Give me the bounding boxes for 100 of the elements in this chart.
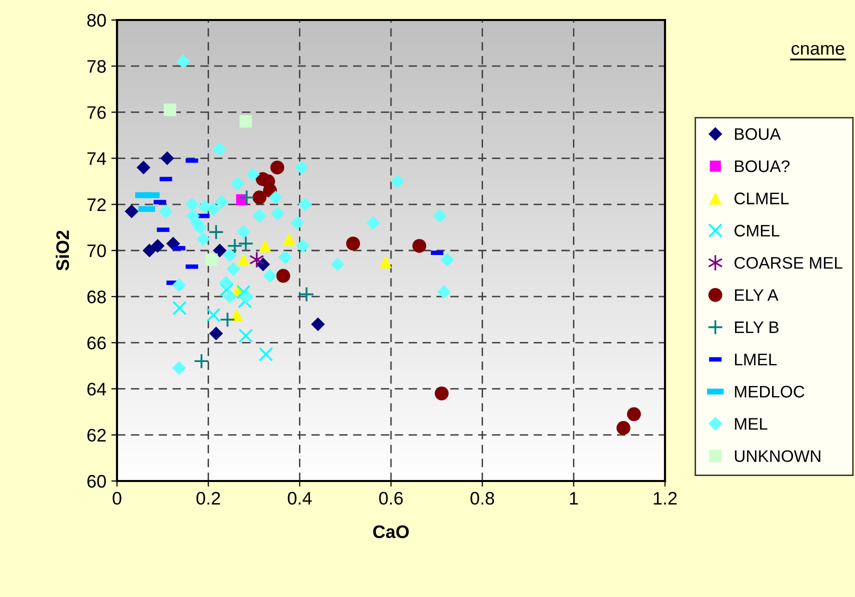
y-axis-title: SiO2	[56, 230, 70, 271]
point	[206, 202, 220, 216]
point	[379, 256, 392, 268]
y-tick-label: 64	[87, 382, 106, 396]
point	[278, 250, 292, 264]
point	[238, 294, 252, 308]
point	[276, 268, 290, 283]
point	[176, 54, 190, 68]
point	[263, 268, 277, 283]
point	[236, 284, 251, 300]
point	[230, 176, 244, 191]
y-tick-label: 62	[87, 428, 106, 442]
legend-label: UNKNOWN	[734, 450, 820, 462]
point	[124, 204, 138, 218]
point	[268, 190, 282, 204]
x-tick-label: 1.2	[654, 492, 677, 504]
point	[240, 290, 254, 304]
y-tick-label: 60	[87, 474, 106, 488]
legend-label: BOUA	[735, 128, 781, 140]
point	[185, 198, 199, 212]
point	[237, 253, 250, 266]
y-tick-label: 68	[87, 290, 106, 304]
point	[440, 252, 454, 267]
point	[208, 224, 224, 240]
point	[212, 244, 227, 258]
y-tick-label: 74	[87, 152, 106, 165]
point	[432, 209, 447, 223]
point	[390, 174, 404, 188]
point	[616, 421, 630, 435]
point	[270, 160, 284, 174]
point	[222, 290, 237, 304]
point	[214, 195, 228, 209]
point	[164, 104, 176, 116]
x-tick-label: 0.4	[288, 492, 312, 505]
legend-label: BOUA?	[735, 160, 790, 172]
point	[294, 160, 308, 174]
point	[238, 328, 253, 343]
point	[172, 300, 187, 316]
point	[298, 286, 314, 302]
point	[196, 232, 210, 246]
point	[437, 285, 451, 299]
x-axis-title: CaO	[373, 525, 409, 538]
point	[238, 236, 254, 252]
point	[252, 209, 266, 223]
point	[236, 225, 250, 239]
legend-label: CLMEL	[734, 192, 789, 204]
point	[246, 168, 260, 182]
point	[172, 361, 186, 375]
point	[311, 317, 325, 332]
x-tick-label: 0.2	[196, 492, 220, 505]
legend-label: ELY A	[735, 289, 778, 301]
y-tick-label: 66	[87, 336, 106, 350]
point	[627, 407, 641, 422]
legend-label: COARSE MEL	[734, 256, 842, 269]
legend-label: ELY B	[735, 322, 779, 334]
point	[142, 244, 156, 258]
point	[220, 312, 236, 328]
point	[240, 115, 252, 128]
point	[434, 386, 449, 400]
x-tick-label: 0	[112, 492, 122, 505]
point	[219, 282, 234, 297]
point	[172, 278, 186, 292]
point	[230, 308, 243, 322]
point	[252, 190, 266, 204]
point	[290, 216, 304, 230]
point	[412, 238, 426, 253]
point	[330, 257, 344, 272]
point	[270, 206, 285, 220]
point	[206, 308, 221, 322]
legend-label: CMEL	[734, 224, 780, 237]
y-tick-label: 76	[87, 106, 106, 119]
legend-label: MEDLOC	[735, 386, 804, 398]
point	[136, 160, 150, 174]
point	[296, 239, 310, 253]
y-tick-label: 80	[87, 14, 106, 27]
point	[209, 326, 223, 340]
x-tick-label: 1	[570, 492, 578, 504]
point	[298, 198, 312, 212]
y-tick-label: 72	[87, 198, 106, 211]
point	[226, 262, 240, 276]
y-tick-label: 70	[87, 244, 106, 258]
point	[226, 238, 243, 254]
point	[219, 276, 234, 290]
legend-title: cname	[792, 44, 844, 55]
point	[346, 236, 360, 251]
point	[160, 151, 174, 166]
point	[194, 353, 210, 369]
point	[366, 216, 380, 230]
legend-label: MEL	[735, 418, 768, 430]
legend-label: LMEL	[735, 354, 777, 366]
point	[212, 142, 226, 156]
point	[205, 253, 218, 266]
point	[150, 239, 165, 253]
point	[222, 248, 237, 262]
point	[238, 190, 255, 206]
point	[258, 240, 272, 252]
point	[258, 347, 274, 362]
y-tick-label: 78	[87, 60, 106, 73]
x-tick-label: 0.6	[379, 492, 403, 505]
point	[282, 232, 296, 246]
